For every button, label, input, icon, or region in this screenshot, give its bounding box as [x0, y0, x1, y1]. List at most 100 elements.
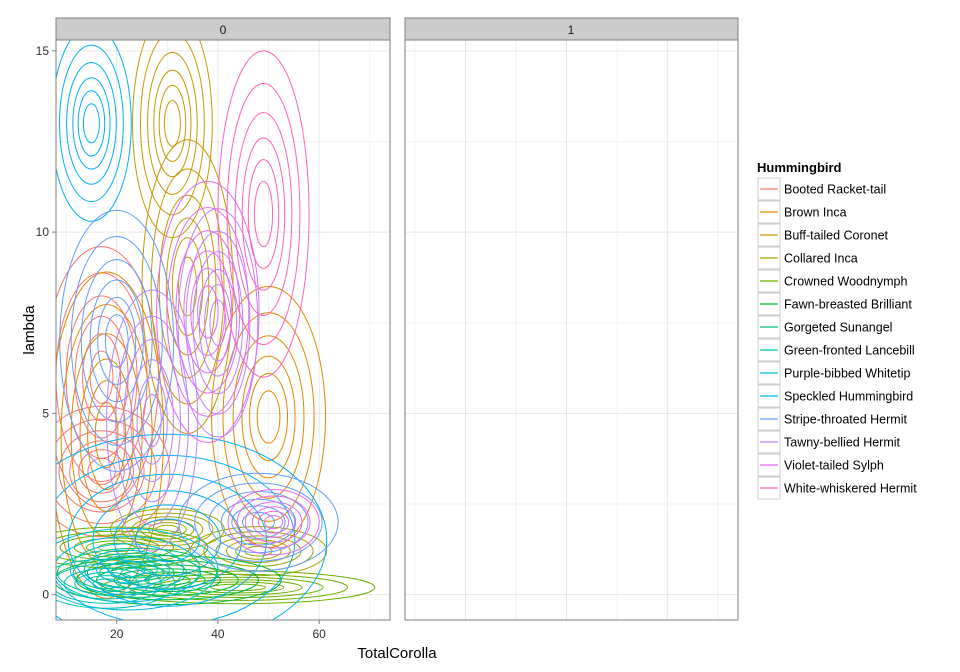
contour-line: [58, 430, 145, 513]
contour-line: [249, 373, 289, 461]
legend-label: Buff-tailed Coronet: [784, 229, 889, 243]
contour-line: [234, 112, 293, 316]
contour-line: [209, 299, 227, 347]
series-speckled-hummingbird: [56, 40, 328, 620]
legend-label: Gorgeted Sunangel: [784, 321, 892, 335]
legend-item: Speckled Hummingbird: [757, 384, 913, 408]
legend-item: White-whiskered Hermit: [757, 476, 917, 500]
contour-line: [56, 246, 159, 509]
contour-line: [87, 380, 127, 490]
series-white-whiskered-hermit: [217, 50, 310, 378]
contour-line: [123, 338, 181, 503]
contour-line: [77, 90, 106, 157]
contour-line: [171, 237, 204, 336]
contour-line: [67, 473, 268, 607]
contour-line: [227, 489, 320, 556]
contour-line: [241, 511, 275, 533]
legend-item: Gorgeted Sunangel: [757, 315, 892, 339]
legend-label: Violet-tailed Sylph: [784, 459, 884, 473]
contour-line: [108, 560, 146, 578]
legend-label: Stripe-throated Hermit: [784, 413, 907, 427]
panel-1-strip: [404, 17, 739, 41]
contour-line: [140, 40, 205, 216]
contour-line: [147, 51, 198, 195]
panel-0-contours: [56, 40, 376, 620]
contour-line: [158, 194, 217, 379]
panel-1-background: [405, 40, 738, 620]
contour-line: [59, 534, 174, 561]
contour-line: [231, 505, 286, 539]
panel-0: 0: [55, 17, 391, 621]
y-axis-title: lambda: [21, 305, 38, 355]
contour-line: [220, 498, 297, 546]
contour-line: [198, 268, 238, 377]
contour-line: [56, 271, 165, 599]
contour-line: [89, 350, 114, 404]
contour-line: [56, 547, 218, 598]
contour-line: [251, 506, 296, 538]
y-tick-label: 0: [42, 588, 49, 602]
contour-line: [69, 543, 185, 596]
contour-line: [241, 137, 286, 291]
legend-items: Booted Racket-tail Brown Inca Buff-tailed …: [757, 177, 917, 500]
contour-line: [156, 180, 260, 443]
contour-line: [136, 376, 168, 465]
legend-label: Tawny-bellied Hermit: [784, 436, 901, 450]
contour-line: [56, 563, 162, 604]
contour-line: [142, 394, 162, 448]
y-axis: 0 5 10 15: [36, 44, 56, 602]
contour-line: [210, 583, 267, 592]
contour-line: [115, 315, 190, 526]
panel-1-strip-label: 1: [568, 23, 575, 37]
contour-line: [263, 515, 284, 530]
contour-line: [66, 61, 117, 185]
legend-title: Hummingbird: [757, 160, 842, 175]
y-tick-label: 15: [36, 44, 50, 58]
contour-line: [80, 259, 153, 423]
contour-line: [153, 69, 192, 178]
contour-line: [56, 40, 132, 222]
contour-line: [247, 159, 280, 269]
contour-line: [178, 472, 339, 572]
contour-line: [244, 501, 303, 543]
contour-line: [59, 209, 175, 472]
y-tick-label: 10: [36, 225, 50, 239]
legend-label: Fawn-breasted Brilliant: [784, 298, 912, 312]
x-axis-title: TotalCorolla: [357, 645, 437, 662]
legend-label: Booted Racket-tail: [784, 183, 886, 197]
contour-line: [73, 537, 160, 558]
contour-line: [257, 510, 290, 534]
legend-label: Collared Inca: [784, 252, 858, 266]
legend-label: Brown Inca: [784, 206, 847, 220]
contour-line: [83, 549, 170, 589]
legend: Hummingbird Booted Racket-tail Brown Inca…: [757, 160, 917, 500]
contour-line: [72, 552, 202, 593]
contour-line: [222, 312, 315, 522]
contour-line: [121, 512, 214, 547]
contour-line: [82, 333, 122, 422]
series-violet-tailed-sylph: [156, 180, 320, 556]
legend-item: Green-fronted Lancebill: [757, 338, 915, 362]
panel-0-strip-label: 0: [220, 23, 227, 37]
legend-item: Crowned Woodnymph: [757, 269, 907, 293]
contour-line: [56, 418, 157, 525]
contour-line: [83, 575, 130, 593]
legend-label: Purple-bibbed Whitetip: [784, 367, 911, 381]
legend-item: Purple-bibbed Whitetip: [757, 361, 911, 385]
panel-1-grid: [405, 40, 738, 620]
contour-line: [253, 180, 274, 248]
contour-line: [130, 359, 174, 483]
legend-label: Green-fronted Lancebill: [784, 344, 915, 358]
contour-line: [59, 44, 124, 203]
contour-line: [194, 482, 323, 562]
legend-item: Violet-tailed Sylph: [757, 453, 884, 477]
x-tick-label: 20: [110, 627, 124, 641]
contour-line: [113, 504, 221, 577]
contour-line: [256, 390, 281, 444]
contour-line: [72, 77, 111, 170]
contour-line: [236, 495, 311, 549]
legend-label: Crowned Woodnymph: [784, 275, 907, 289]
contour-line: [226, 83, 301, 345]
contour-line: [189, 526, 328, 577]
y-tick-label: 5: [42, 406, 49, 420]
